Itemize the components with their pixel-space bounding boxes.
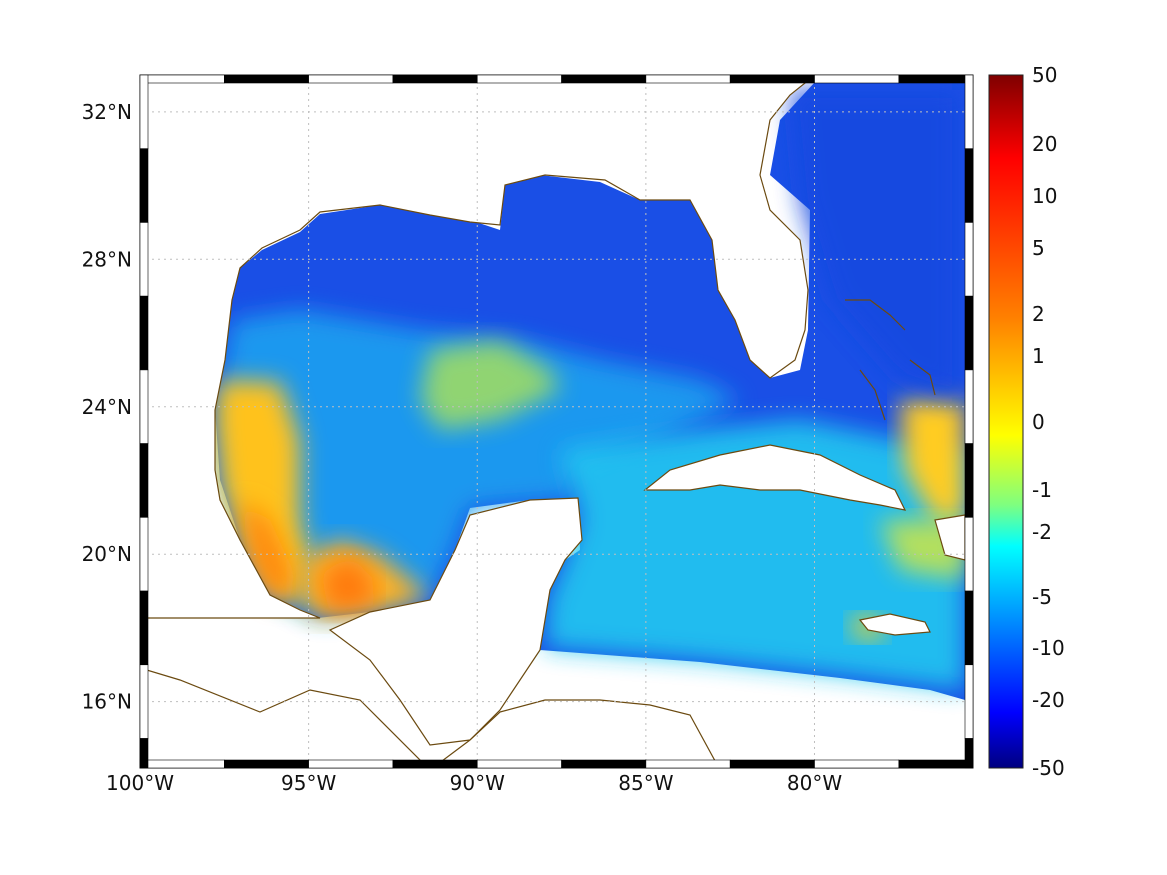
- lat-tick-label: 16°N: [82, 690, 132, 714]
- central-field: [215, 310, 740, 618]
- lat-tick-label: 28°N: [82, 247, 132, 271]
- cuba-land: [643, 444, 907, 511]
- texas-land: [140, 75, 816, 619]
- frame-segment: [308, 759, 394, 769]
- lat-tick-label: 20°N: [82, 542, 132, 566]
- lon-tick-label: 95°W: [281, 771, 336, 795]
- frame-segment: [224, 759, 309, 769]
- east-warm-field: [900, 400, 965, 520]
- colorbar-tick-label: 2: [1032, 302, 1045, 326]
- frame-segment: [964, 148, 974, 223]
- frame-segment: [476, 74, 562, 84]
- frame-segment: [224, 74, 309, 84]
- frame-segment: [964, 664, 974, 739]
- colorbar-tick-label: -10: [1032, 636, 1065, 660]
- frame-segment: [964, 369, 974, 444]
- frame-segment: [645, 759, 731, 769]
- frame-segment: [139, 148, 149, 223]
- colorbar-tick-label: -20: [1032, 688, 1065, 712]
- frame-segment: [392, 759, 478, 769]
- colorbar-tick-label: 1: [1032, 344, 1045, 368]
- frame-segment: [964, 738, 974, 769]
- frame-segment: [139, 759, 225, 769]
- frame-segment: [814, 759, 900, 769]
- frame-segment: [964, 517, 974, 592]
- colorbar-tick-label: 50: [1032, 63, 1057, 87]
- lon-axis-labels: 100°W 95°W 90°W 85°W 80°W: [106, 771, 842, 795]
- frame-segment: [139, 369, 149, 444]
- colorbar-tick-label: -5: [1032, 585, 1052, 609]
- campeche-hot-field: [320, 555, 375, 612]
- mexico-south-land: [140, 667, 429, 768]
- lat-axis-labels: 32°N 28°N 24°N 20°N 16°N: [82, 100, 132, 714]
- central-warm-field: [420, 340, 560, 430]
- colorbar-tick-label: 10: [1032, 184, 1057, 208]
- frame-segment: [814, 74, 900, 84]
- colorbar-tick-label: 20: [1032, 132, 1057, 156]
- frame-segment: [139, 74, 225, 84]
- frame-segment: [139, 443, 149, 518]
- lon-tick-label: 80°W: [787, 771, 842, 795]
- frame-segment: [729, 759, 815, 769]
- frame-segment: [729, 74, 815, 84]
- frame-segment: [964, 74, 974, 150]
- frame-segment: [964, 222, 974, 297]
- frame-segment: [898, 74, 974, 84]
- colorbar-tick-label: -1: [1032, 478, 1052, 502]
- frame-segment: [898, 759, 974, 769]
- west-warm-field: [215, 380, 310, 600]
- map-frame-checker: [139, 74, 974, 769]
- colorbar-tick-label: -50: [1032, 756, 1065, 780]
- west-hot-field: [240, 500, 295, 600]
- frame-segment: [139, 664, 149, 739]
- frame-segment: [139, 738, 149, 769]
- lat-tick-label: 24°N: [82, 395, 132, 419]
- colorbar-tick-label: 5: [1032, 236, 1045, 260]
- frame-segment: [139, 74, 149, 150]
- colorbar-tick-label: -2: [1032, 520, 1052, 544]
- frame-segment: [139, 222, 149, 297]
- frame-segment: [561, 759, 647, 769]
- frame-segment: [139, 517, 149, 592]
- frame-segment: [561, 74, 647, 84]
- frame-segment: [645, 74, 731, 84]
- yucatan-land: [328, 497, 583, 746]
- colorbar-tick-label: 0: [1032, 410, 1045, 434]
- frame-segment: [392, 74, 478, 84]
- lon-tick-label: 85°W: [618, 771, 673, 795]
- frame-segment: [476, 759, 562, 769]
- colorbar: [988, 74, 1024, 769]
- frame-segment: [964, 443, 974, 518]
- atlantic-field: [790, 90, 960, 400]
- lat-tick-label: 32°N: [82, 100, 132, 124]
- central-america-land: [431, 699, 720, 768]
- frame-segment: [139, 590, 149, 666]
- frame-segment: [964, 295, 974, 371]
- data-field: [140, 75, 966, 768]
- frame-segment: [964, 590, 974, 666]
- frame-segment: [308, 74, 394, 84]
- lon-tick-label: 100°W: [106, 771, 174, 795]
- bahamas-land: [845, 299, 936, 421]
- lon-tick-label: 90°W: [450, 771, 505, 795]
- jamaica-land: [858, 613, 931, 636]
- frame-segment: [139, 295, 149, 371]
